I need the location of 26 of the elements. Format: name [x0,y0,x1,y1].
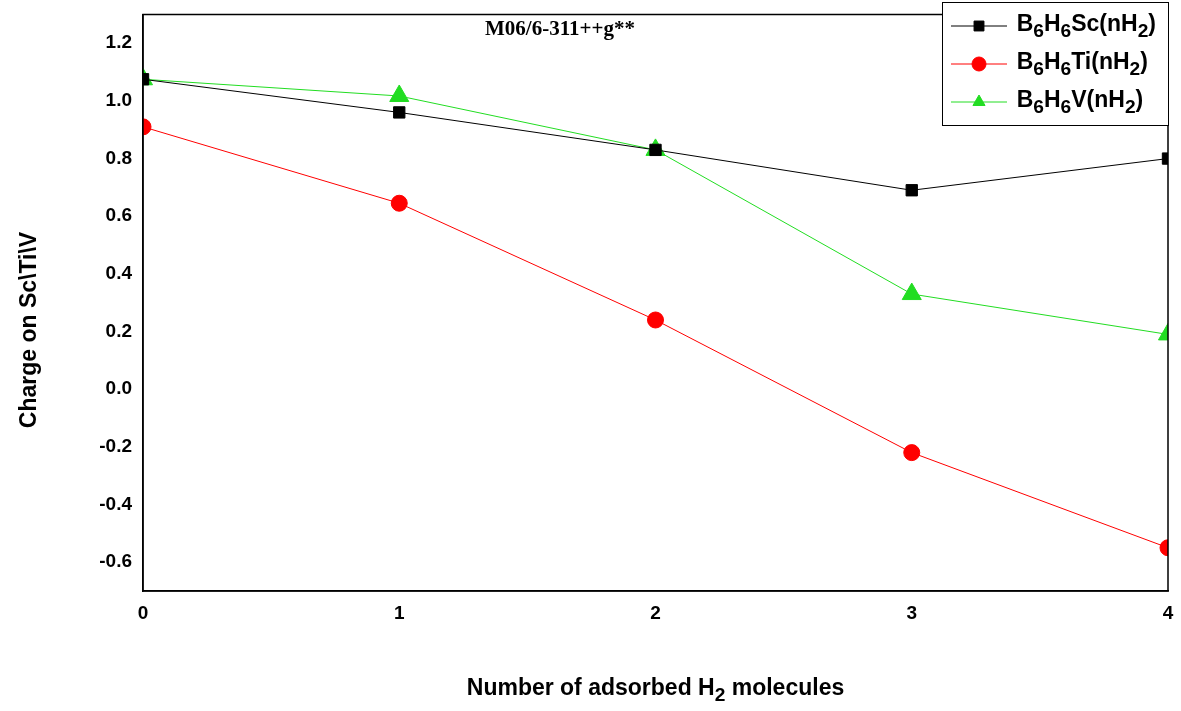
y-tick-label: -0.2 [99,435,132,457]
y-tick-label: 1.0 [105,89,132,111]
legend-label: B$_{6}$H$_{6}$Ti(nH$_{2}$) [1016,48,1148,80]
point [903,444,921,462]
legend-label: B$_{6}$H$_{6}$V(nH$_{2}$) [1016,86,1144,118]
y-tick-label: 0.6 [105,204,132,226]
y-tick-label: 0.2 [105,319,132,341]
chart-title: M06/6-311++g** [484,16,636,41]
point [647,311,664,329]
y-tick-label: 1.2 [105,31,132,53]
x-tick-label: 3 [906,601,918,623]
x-tick-label: 1 [393,601,405,623]
y-tick-label: 0.4 [105,262,133,284]
x-axis-title: Number of adsorbed H$_{2}$ molecules [465,674,846,706]
x-tick-label: 2 [650,601,661,623]
point [390,194,408,212]
point [905,184,918,197]
y-tick-label: 0.8 [105,146,132,168]
x-tick-label: 0 [137,601,149,623]
legend-label: B$_{6}$H$_{6}$Sc(nH$_{2}$) [1016,10,1156,42]
y-tick-label: -0.6 [99,550,132,572]
y-tick-label: 0.0 [105,377,132,399]
y-tick-label: -0.4 [99,492,133,514]
y-axis-title: Charge on Sc\Ti\V [14,231,42,429]
point [393,106,406,119]
x-tick-label: 4 [1162,601,1174,623]
